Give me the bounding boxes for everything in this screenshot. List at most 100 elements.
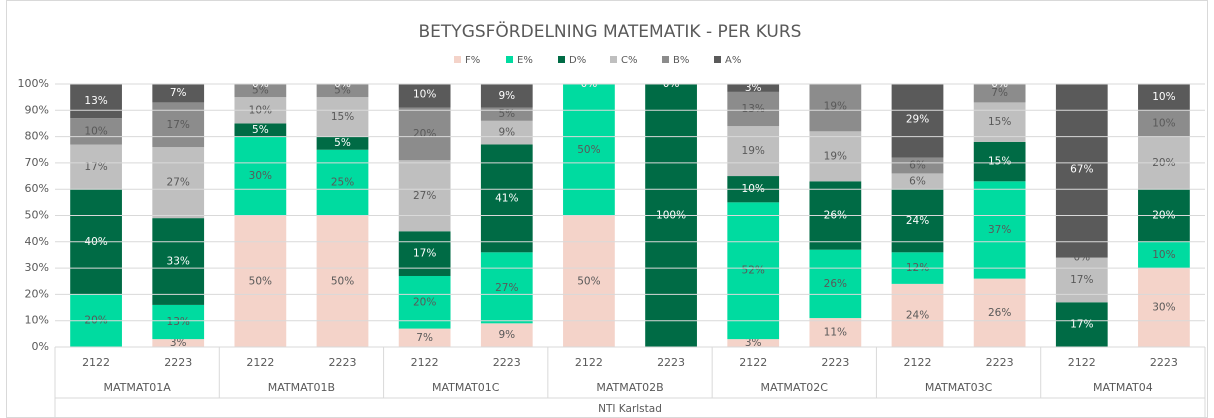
bar-segment bbox=[973, 84, 1026, 103]
x-tick-label: 2122 bbox=[575, 356, 603, 369]
data-label: 15% bbox=[331, 111, 354, 123]
bar-segment bbox=[70, 118, 122, 145]
y-tick-label: 0% bbox=[32, 340, 49, 353]
group-label: MATMAT01C bbox=[432, 381, 500, 394]
data-label: 27% bbox=[495, 282, 518, 294]
data-label: 0% bbox=[663, 78, 680, 90]
bar-segment bbox=[398, 275, 451, 329]
data-label: 0% bbox=[991, 78, 1008, 90]
bar-segment bbox=[316, 97, 369, 137]
legend-label: F% bbox=[465, 55, 480, 66]
group-label: MATMAT02C bbox=[761, 381, 829, 394]
bar-segment bbox=[398, 84, 451, 108]
data-label: 25% bbox=[331, 177, 354, 189]
bar-segment bbox=[1138, 84, 1190, 111]
data-label: 0% bbox=[334, 78, 351, 90]
legend-label: A% bbox=[725, 55, 741, 66]
y-tick-label: 70% bbox=[25, 156, 49, 169]
bar-segment bbox=[316, 149, 369, 216]
group-label: MATMAT01A bbox=[103, 381, 171, 394]
data-label: 13% bbox=[84, 95, 107, 107]
bar-segment bbox=[70, 144, 122, 190]
bar-segment bbox=[152, 147, 205, 219]
data-label: 3% bbox=[745, 337, 762, 349]
bar-segment bbox=[234, 136, 287, 216]
data-label: 15% bbox=[988, 116, 1011, 128]
bar-segment bbox=[152, 339, 205, 347]
data-label: 11% bbox=[824, 327, 847, 339]
data-label: 19% bbox=[824, 100, 847, 112]
bar-segment bbox=[1138, 110, 1190, 137]
bar-segment bbox=[809, 318, 862, 347]
bar-segment bbox=[316, 215, 369, 347]
bar-segment bbox=[398, 160, 451, 232]
data-label: 9% bbox=[498, 329, 515, 341]
bar-segment bbox=[1138, 268, 1190, 347]
data-label: 7% bbox=[170, 87, 187, 99]
bar-segment bbox=[480, 252, 533, 324]
x-tick-label: 2223 bbox=[329, 356, 357, 369]
data-label: 37% bbox=[988, 224, 1011, 236]
data-label: 17% bbox=[413, 248, 436, 260]
bar-segment bbox=[480, 107, 533, 121]
legend-swatch bbox=[662, 56, 669, 63]
data-label: 0% bbox=[581, 78, 598, 90]
x-tick-label: 2223 bbox=[657, 356, 685, 369]
data-label: 19% bbox=[742, 145, 765, 157]
bar-segment bbox=[809, 249, 862, 319]
bar-segment bbox=[727, 202, 780, 340]
data-label: 5% bbox=[334, 85, 351, 97]
data-label: 10% bbox=[413, 89, 436, 101]
bar-segment bbox=[152, 218, 205, 305]
bar-segment bbox=[809, 131, 862, 182]
legend-label: E% bbox=[517, 55, 533, 66]
y-tick-label: 80% bbox=[25, 130, 49, 143]
data-label: 10% bbox=[1152, 91, 1175, 103]
data-label: 52% bbox=[742, 265, 765, 277]
data-label: 6% bbox=[909, 160, 926, 172]
bar-segment bbox=[480, 84, 533, 108]
x-tick-label: 2122 bbox=[1068, 356, 1096, 369]
group-label: MATMAT02B bbox=[596, 381, 663, 394]
bar-segment bbox=[727, 339, 780, 347]
data-label: 17% bbox=[84, 161, 107, 173]
data-label: 50% bbox=[577, 275, 600, 287]
bar-segment bbox=[973, 141, 1026, 182]
data-label: 5% bbox=[252, 85, 269, 97]
bar-segment bbox=[152, 304, 205, 340]
bar-segment bbox=[398, 328, 451, 347]
data-label: 24% bbox=[906, 215, 929, 227]
x-tick-label: 2122 bbox=[411, 356, 439, 369]
x-tick-label: 2223 bbox=[164, 356, 192, 369]
data-label: 29% bbox=[906, 114, 929, 126]
data-label: 7% bbox=[416, 332, 433, 344]
data-label: 9% bbox=[498, 90, 515, 102]
data-label: 27% bbox=[413, 190, 436, 202]
data-label: 20% bbox=[413, 296, 436, 308]
bar-segment bbox=[727, 84, 780, 92]
bar-segment bbox=[70, 84, 122, 119]
data-label: 50% bbox=[331, 275, 354, 287]
data-label: 13% bbox=[742, 103, 765, 115]
bar-segment bbox=[152, 84, 205, 103]
data-label: 7% bbox=[991, 87, 1008, 99]
data-label: 41% bbox=[495, 192, 518, 204]
data-label: 13% bbox=[167, 316, 190, 328]
data-label: 24% bbox=[906, 309, 929, 321]
x-tick-label: 2223 bbox=[986, 356, 1014, 369]
data-label: 3% bbox=[170, 337, 187, 349]
data-label: 10% bbox=[84, 125, 107, 137]
bar-segment bbox=[234, 123, 287, 137]
data-label: 30% bbox=[249, 170, 272, 182]
data-label: 20% bbox=[413, 128, 436, 140]
x-tick-label: 2122 bbox=[246, 356, 274, 369]
y-tick-label: 50% bbox=[25, 209, 49, 222]
chart-title: BETYGSFÖRDELNING MATEMATIK - PER KURS bbox=[419, 20, 802, 42]
data-label: 0% bbox=[581, 78, 598, 90]
bar-segment bbox=[563, 84, 615, 216]
bar-segment bbox=[563, 215, 615, 347]
data-label: 17% bbox=[1070, 274, 1093, 286]
group-title: NTI Karlstad bbox=[598, 403, 662, 415]
